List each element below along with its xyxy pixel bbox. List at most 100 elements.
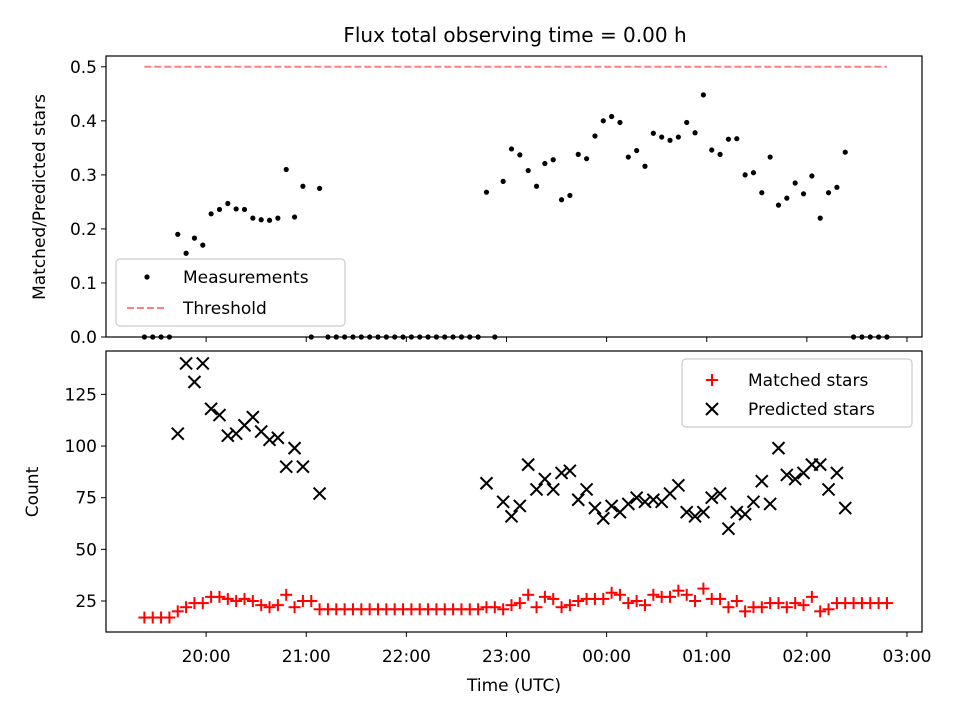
- measurement-point: [508, 146, 515, 152]
- measurement-point: [742, 172, 748, 178]
- predicted-point: [696, 505, 711, 519]
- top-plot-area: [141, 65, 890, 340]
- measurement-point: [692, 130, 698, 136]
- matched-point: [547, 592, 560, 605]
- measurement-point: [700, 92, 706, 98]
- measurement-point: [675, 134, 681, 140]
- predicted-point: [496, 495, 510, 509]
- predicted-point: [513, 499, 527, 513]
- measurement-point: [659, 134, 665, 140]
- measurement-point: [558, 197, 565, 203]
- measurement-point: [800, 191, 807, 197]
- predicted-point: [763, 497, 777, 511]
- bottom-y-tick-label: 25: [75, 592, 97, 612]
- measurement-point: [825, 190, 832, 196]
- predicted-point: [187, 375, 202, 389]
- predicted-point: [529, 482, 544, 497]
- predicted-point: [279, 459, 293, 474]
- matched-point: [689, 595, 702, 608]
- bottom-panel: 25 50 75 100 125 20:00 21:00 22:00 23:00 00:00 01…: [23, 350, 931, 696]
- predicted-point: [271, 431, 285, 445]
- measurement-point: [483, 189, 490, 195]
- predicted-point: [504, 509, 519, 524]
- predicted-point: [571, 493, 585, 507]
- bottom-y-tick-label: 50: [75, 540, 97, 560]
- measurement-point: [600, 118, 606, 124]
- matched-point: [739, 605, 752, 618]
- predicted-point: [680, 505, 694, 519]
- measurement-point: [575, 151, 581, 157]
- predicted-point: [629, 490, 644, 505]
- bottom-y-tick-label: 125: [65, 385, 97, 405]
- matched-point: [672, 584, 685, 597]
- measurement-point: [734, 136, 740, 142]
- measurement-point: [709, 147, 715, 153]
- bottom-x-tick-label: 00:00: [582, 647, 631, 667]
- measurement-point: [817, 215, 823, 221]
- measurement-point: [208, 211, 214, 217]
- matched-point: [680, 588, 693, 601]
- matched-point: [288, 601, 301, 614]
- predicted-point: [813, 457, 827, 472]
- matched-point: [755, 601, 768, 614]
- top-axes-frame: [105, 55, 923, 338]
- predicted-point: [646, 493, 661, 507]
- predicted-point: [746, 495, 761, 509]
- measurement-point: [767, 154, 773, 160]
- measurement-point: [567, 192, 573, 199]
- measurement-point: [542, 160, 548, 167]
- matched-point: [572, 595, 585, 608]
- predicted-point: [171, 426, 185, 441]
- matched-point: [605, 586, 618, 599]
- predicted-point: [688, 509, 702, 524]
- predicted-point: [713, 486, 727, 501]
- matched-point: [597, 592, 610, 605]
- matched-point: [505, 599, 518, 612]
- bottom-x-tick-label: 01:00: [682, 647, 731, 667]
- predicted-legend-marker: [705, 402, 719, 416]
- measurement-point: [834, 184, 840, 190]
- predicted-point: [204, 402, 218, 416]
- measurement-point: [291, 214, 298, 220]
- top-y-tick-label: 0.2: [70, 220, 97, 240]
- matched-point: [772, 597, 785, 610]
- matched-point: [797, 599, 810, 612]
- matched-point: [221, 592, 234, 605]
- predicted-point: [838, 501, 852, 515]
- bottom-x-ticks: 20:00 21:00 22:00 23:00 00:00 01:00 02:00 03:00: [182, 632, 931, 667]
- predicted-point: [479, 476, 494, 490]
- measurement-point: [258, 217, 264, 223]
- measurement-point: [500, 178, 506, 184]
- measurement-point: [266, 217, 273, 223]
- matched-point: [814, 605, 827, 618]
- measurement-point: [809, 173, 815, 179]
- measurement-point: [642, 163, 648, 169]
- matched-point: [238, 592, 251, 605]
- matched-point: [196, 597, 209, 610]
- matched-point: [714, 592, 727, 605]
- chart-title: Flux total observing time = 0.00 h: [343, 23, 686, 47]
- matched-point: [789, 597, 802, 610]
- matched-point: [880, 597, 893, 610]
- measurement-point: [550, 157, 556, 163]
- predicted-point: [705, 490, 719, 505]
- bottom-x-tick-label: 02:00: [782, 647, 831, 667]
- predicted-point: [287, 441, 302, 455]
- predicted-point: [312, 486, 327, 501]
- bottom-y-ticks: 25 50 75 100 125: [65, 385, 106, 612]
- measurement-point: [625, 154, 631, 160]
- bottom-x-tick-label: 21:00: [282, 647, 331, 667]
- measurement-point: [684, 119, 690, 126]
- matched-point: [730, 595, 743, 608]
- measurement-point: [316, 185, 323, 191]
- bottom-y-tick-label: 100: [65, 437, 97, 457]
- predicted-point: [604, 499, 619, 513]
- predicted-point: [721, 521, 736, 536]
- bottom-x-tick-label: 03:00: [882, 647, 931, 667]
- measurement-point: [300, 183, 306, 189]
- predicted-point: [196, 356, 210, 371]
- matched-legend-label: Matched stars: [748, 371, 868, 391]
- matched-point: [664, 590, 677, 603]
- measurement-point: [183, 250, 189, 256]
- top-y-tick-label: 0.1: [70, 274, 97, 294]
